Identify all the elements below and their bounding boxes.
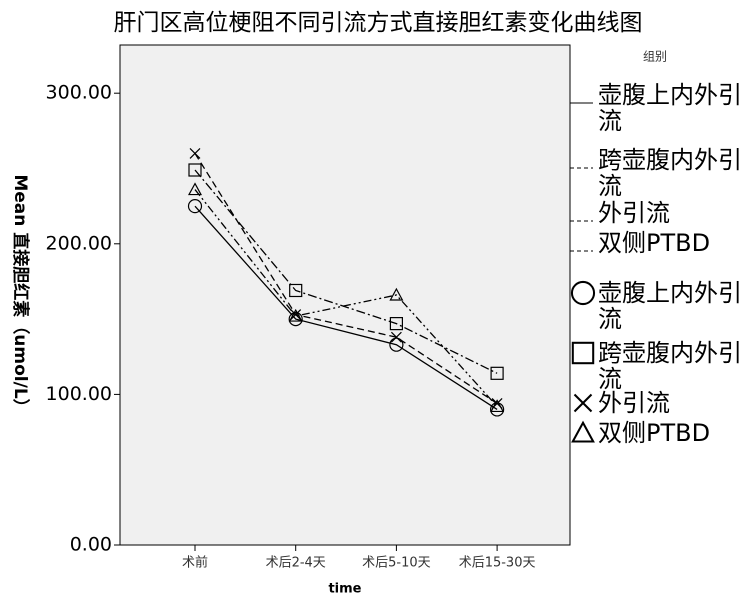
legend-label: 壶腹上内外引流 xyxy=(598,279,742,333)
data-point xyxy=(288,308,303,322)
data-point xyxy=(187,199,203,214)
y-axis-label: Mean 直接胆红素（umol/L） xyxy=(10,174,31,415)
y-tick-label: 100.00 xyxy=(46,383,112,405)
legend-marker xyxy=(571,420,595,443)
legend-label: 外引流 xyxy=(598,389,670,417)
data-point xyxy=(289,283,303,298)
x-tick-label: 术前 xyxy=(182,555,208,571)
data-point xyxy=(490,399,505,413)
data-point xyxy=(288,311,303,327)
x-tick-label: 术后15-30天 xyxy=(459,556,536,571)
series-line xyxy=(194,169,498,374)
series-line xyxy=(194,153,498,404)
legend-label: 跨壶腹内外引流 xyxy=(598,146,742,200)
x-tick-label: 术后2-4天 xyxy=(266,556,326,571)
y-tick-label: 200.00 xyxy=(46,232,112,254)
y-tick-label: 0.00 xyxy=(70,534,112,556)
x-tick-label: 术后5-10天 xyxy=(362,556,431,571)
data-point xyxy=(389,317,403,331)
x-axis-label: time xyxy=(328,582,361,597)
legend-label: 壶腹上内外引流 xyxy=(598,81,742,135)
legend-label: 双侧PTBD xyxy=(598,419,711,447)
data-point xyxy=(290,309,302,321)
legend-label: 跨壶腹内外引流 xyxy=(598,339,742,393)
data-point xyxy=(187,182,203,196)
legend-marker xyxy=(571,341,595,365)
legend-marker xyxy=(570,280,596,306)
plot-area xyxy=(119,44,571,546)
data-point xyxy=(389,337,404,352)
legend-title: 组别 xyxy=(643,50,667,64)
legend-marker xyxy=(573,393,593,413)
data-point xyxy=(490,366,504,380)
chart-title: 肝门区高位梗阻不同引流方式直接胆红素变化曲线图 xyxy=(114,10,643,36)
data-point xyxy=(389,287,404,301)
legend-label: 外引流 xyxy=(598,199,670,227)
y-tick-label: 300.00 xyxy=(46,82,112,104)
data-point xyxy=(390,331,402,343)
data-point xyxy=(189,148,201,159)
legend-label: 双侧PTBD xyxy=(598,229,711,257)
series-line xyxy=(194,205,498,411)
data-point xyxy=(188,163,202,177)
series-line xyxy=(194,189,498,407)
